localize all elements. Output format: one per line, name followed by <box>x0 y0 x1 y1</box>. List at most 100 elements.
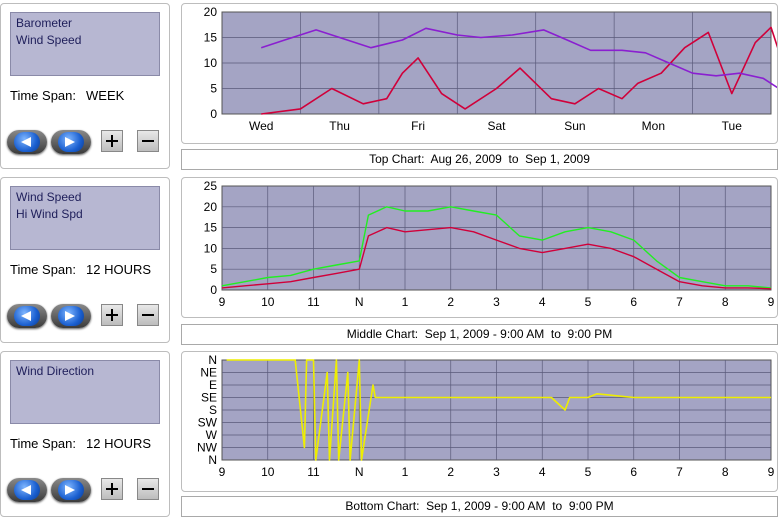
y-tick-label: 15 <box>204 31 218 45</box>
x-tick-label: 8 <box>722 295 729 309</box>
x-tick-label: 6 <box>630 295 637 309</box>
zoom-in-button[interactable] <box>101 478 123 500</box>
time-span-value: 12 HOURS <box>86 436 152 451</box>
arrow-left-icon <box>21 485 31 495</box>
zoom-in-button[interactable] <box>101 130 123 152</box>
y-tick-label: S <box>209 403 217 417</box>
x-tick-label: 11 <box>307 465 320 479</box>
top-chart-frame: 0 5 10 15 20 Wed Thu Fri Sat Sun Mon Tue <box>181 3 780 144</box>
plus-icon <box>106 483 118 495</box>
time-span: Time Span: 12 HOURS <box>10 262 151 277</box>
y-tick-label: 25 <box>204 179 218 193</box>
zoom-out-button[interactable] <box>137 478 159 500</box>
x-tick-label: 10 <box>261 295 275 309</box>
legend-item: Hi Wind Spd <box>16 207 83 221</box>
legend-item: Barometer <box>16 16 73 30</box>
x-tick-label: N <box>355 295 364 309</box>
next-button[interactable] <box>51 130 91 154</box>
series-line <box>221 226 772 290</box>
legend-item: Wind Speed <box>16 33 82 47</box>
plus-icon <box>106 135 118 147</box>
x-tick-label: Wed <box>249 119 273 133</box>
x-tick-label: Thu <box>329 119 350 133</box>
time-span: Time Span: WEEK <box>10 88 124 103</box>
y-tick-label: SE <box>201 391 217 405</box>
x-tick-label: 1 <box>402 465 409 479</box>
x-tick-label: 6 <box>630 465 637 479</box>
middle-chart-caption: Middle Chart: Sep 1, 2009 - 9:00 AM to 9… <box>181 324 778 345</box>
x-tick-label: 11 <box>307 295 320 309</box>
y-tick-label: NE <box>200 366 217 380</box>
previous-button[interactable] <box>7 130 47 154</box>
y-tick-label: E <box>209 378 217 392</box>
arrow-right-icon <box>65 485 75 495</box>
previous-button[interactable] <box>7 478 47 502</box>
x-tick-label: 10 <box>261 465 275 479</box>
bottom-chart-frame: N NW W SW S SE E NE N 9 10 11 N 1 2 3 4 5 6 7 8 9 <box>181 351 778 492</box>
arrow-left-icon <box>21 311 31 321</box>
y-tick-label: 15 <box>204 221 218 235</box>
x-tick-label: 4 <box>539 465 546 479</box>
y-tick-label: N <box>208 353 217 367</box>
plus-icon <box>106 309 118 321</box>
legend-item: Wind Speed <box>16 190 82 204</box>
time-span-label: Time Span: <box>10 436 76 451</box>
x-tick-label: 9 <box>768 295 775 309</box>
x-tick-label: 8 <box>722 465 729 479</box>
y-tick-label: 0 <box>210 283 217 297</box>
next-button[interactable] <box>51 478 91 502</box>
x-tick-label: 3 <box>493 465 500 479</box>
arrow-right-icon <box>65 311 75 321</box>
y-tick-label: 10 <box>204 56 218 70</box>
time-span-label: Time Span: <box>10 262 76 277</box>
x-tick-label: 2 <box>447 295 454 309</box>
x-tick-label: 7 <box>676 295 683 309</box>
x-tick-label: 2 <box>447 465 454 479</box>
bottom-chart-caption: Bottom Chart: Sep 1, 2009 - 9:00 AM to 9… <box>181 496 778 517</box>
y-tick-label: 20 <box>204 5 218 19</box>
time-span-label: Time Span: <box>10 88 76 103</box>
y-tick-label: 10 <box>204 241 218 255</box>
x-tick-label: 1 <box>402 295 409 309</box>
minus-icon <box>142 314 154 316</box>
series-line <box>261 26 780 115</box>
x-tick-label: Fri <box>411 119 425 133</box>
x-tick-label: Tue <box>722 119 743 133</box>
x-tick-label: 9 <box>219 295 226 309</box>
x-tick-label: Mon <box>642 119 665 133</box>
minus-icon <box>142 488 154 490</box>
top-chart-caption: Top Chart: Aug 26, 2009 to Sep 1, 2009 <box>181 149 778 170</box>
zoom-in-button[interactable] <box>101 304 123 326</box>
x-tick-label: 9 <box>219 465 226 479</box>
x-tick-label: Sat <box>487 119 506 133</box>
x-tick-label: 5 <box>585 295 592 309</box>
legend-item: Wind Direction <box>16 364 95 378</box>
zoom-out-button[interactable] <box>137 130 159 152</box>
time-span-value: 12 HOURS <box>86 262 152 277</box>
y-tick-label: NW <box>197 441 218 455</box>
zoom-out-button[interactable] <box>137 304 159 326</box>
control-panel-middle: Wind Speed Hi Wind Spd Time Span: 12 HOUR… <box>0 177 170 343</box>
y-tick-label: 20 <box>204 200 218 214</box>
control-panel-top: Barometer Wind Speed Time Span: WEEK <box>0 3 170 169</box>
minus-icon <box>142 140 154 142</box>
y-tick-label: SW <box>198 416 218 430</box>
y-tick-label: N <box>208 453 217 467</box>
x-tick-label: 3 <box>493 295 500 309</box>
top-chart: 0 5 10 15 20 Wed Thu Fri Sat Sun Mon Tue <box>204 5 780 133</box>
x-tick-label: Sun <box>564 119 585 133</box>
control-panel-bottom: Wind Direction Time Span: 12 HOURS <box>0 351 170 517</box>
y-tick-label: 5 <box>210 82 217 96</box>
legend-box: Barometer Wind Speed <box>10 12 160 76</box>
next-button[interactable] <box>51 304 91 328</box>
x-tick-label: 4 <box>539 295 546 309</box>
previous-button[interactable] <box>7 304 47 328</box>
x-tick-label: N <box>355 465 364 479</box>
time-span-value: WEEK <box>86 88 125 103</box>
y-tick-label: W <box>206 428 218 442</box>
arrow-left-icon <box>21 137 31 147</box>
middle-chart: 0 5 10 15 20 25 9 10 11 N 1 2 3 4 5 6 7 8 9 <box>204 179 775 309</box>
x-tick-label: 9 <box>768 465 775 479</box>
time-span: Time Span: 12 HOURS <box>10 436 151 451</box>
